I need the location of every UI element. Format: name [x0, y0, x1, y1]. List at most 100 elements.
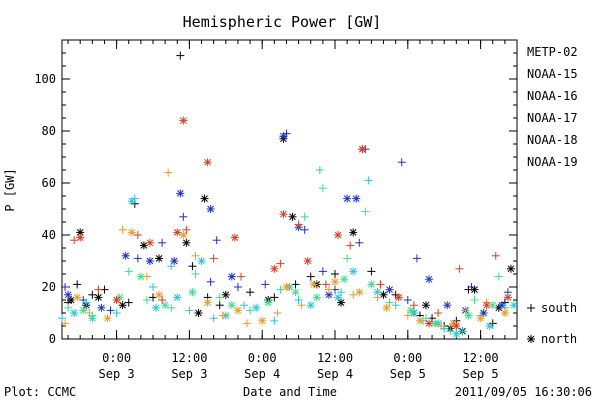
north-point: [291, 288, 300, 297]
data-points: [58, 51, 518, 338]
north-point: [179, 116, 188, 125]
south-point: [349, 290, 358, 299]
x-tick-label-time: 0:00: [248, 351, 277, 365]
south-point: [149, 293, 157, 302]
x-tick-label-time: 0:00: [102, 351, 131, 365]
south-point: [124, 298, 133, 307]
south-point: [167, 303, 176, 312]
north-point: [279, 210, 288, 219]
south-point: [64, 303, 73, 312]
south-point: [373, 293, 382, 302]
north-point: [470, 285, 479, 294]
legend-entry: METP-02: [527, 45, 578, 59]
south-point: [324, 285, 333, 294]
south-point: [118, 225, 127, 234]
south-point: [142, 272, 151, 281]
north-point: [203, 158, 212, 167]
south-point: [367, 267, 376, 276]
north-point: [170, 257, 179, 265]
south-point: [491, 251, 500, 260]
south-point: [158, 296, 167, 304]
north-point: [79, 306, 88, 315]
north-point: [64, 290, 73, 299]
south-point: [318, 267, 327, 276]
north-point: [406, 306, 415, 315]
north-point: [127, 197, 136, 206]
north-point: [127, 228, 136, 237]
south-point: [240, 301, 248, 310]
south-point: [246, 306, 255, 315]
north-point: [70, 309, 79, 317]
south-point: [209, 314, 218, 323]
footer-plot-credit: Plot: CCMC: [4, 385, 76, 399]
south-point: [391, 301, 400, 310]
north-point: [176, 189, 185, 198]
south-point: [209, 254, 218, 263]
south-point: [276, 285, 285, 294]
south-point: [446, 327, 455, 336]
y-axis: 0 20 40 60 80 100: [34, 39, 517, 346]
south-point: [212, 236, 221, 245]
north-point: [173, 228, 182, 237]
south-point: [300, 225, 309, 234]
south-point: [364, 176, 373, 185]
x-tick-label-time: 12:00: [463, 351, 499, 365]
x-tick-label-time: 0:00: [393, 351, 422, 365]
south-point: [182, 225, 191, 234]
series-noaa-16: [58, 166, 518, 338]
north-point: [340, 275, 349, 284]
north-point: [206, 205, 215, 213]
south-point: [455, 264, 464, 273]
north-point: [382, 303, 391, 312]
south-point: [306, 272, 315, 281]
south-point: [61, 319, 70, 328]
south-point: [321, 280, 330, 289]
south-point: [167, 262, 176, 271]
south-point: [270, 293, 279, 302]
north-point: [503, 293, 512, 302]
south-point: [467, 283, 476, 291]
south-point: [397, 158, 406, 167]
south-point: [112, 309, 121, 317]
north-point: [179, 231, 188, 239]
south-point: [527, 304, 535, 312]
south-point: [294, 296, 303, 304]
north-point: [509, 301, 518, 310]
north-point: [279, 132, 288, 141]
y-tick-label: 80: [42, 124, 56, 138]
north-point: [306, 301, 315, 310]
south-point: [124, 267, 133, 276]
north-point: [343, 194, 352, 203]
x-tick-label-date: Sep 4: [244, 367, 280, 381]
north-point: [252, 303, 261, 312]
south-point: [133, 231, 142, 239]
y-tick-label: 20: [42, 280, 56, 294]
north-point: [145, 257, 154, 265]
south-point: [73, 280, 82, 289]
north-point: [288, 212, 297, 221]
north-point: [155, 290, 164, 299]
north-point: [145, 238, 154, 247]
north-point: [312, 293, 321, 302]
north-point: [112, 296, 121, 304]
north-point: [415, 316, 424, 325]
north-point: [349, 267, 358, 276]
north-point: [352, 194, 361, 203]
south-point: [403, 311, 412, 320]
south-point: [361, 207, 370, 216]
south-point: [403, 296, 412, 304]
legend-entry: NOAA-17: [527, 111, 578, 125]
south-point: [164, 168, 173, 177]
north-point: [464, 311, 473, 320]
north-point: [355, 288, 364, 297]
y-axis-label: P [GW]: [3, 168, 17, 211]
series-noaa-19: [70, 116, 512, 330]
north-point: [118, 301, 127, 310]
north-point: [233, 306, 242, 315]
x-tick-label-date: Sep 3: [99, 367, 135, 381]
north-point: [121, 251, 130, 260]
south-point: [343, 254, 352, 263]
north-point: [452, 322, 461, 330]
south-point: [61, 283, 70, 291]
south-point: [494, 272, 503, 281]
